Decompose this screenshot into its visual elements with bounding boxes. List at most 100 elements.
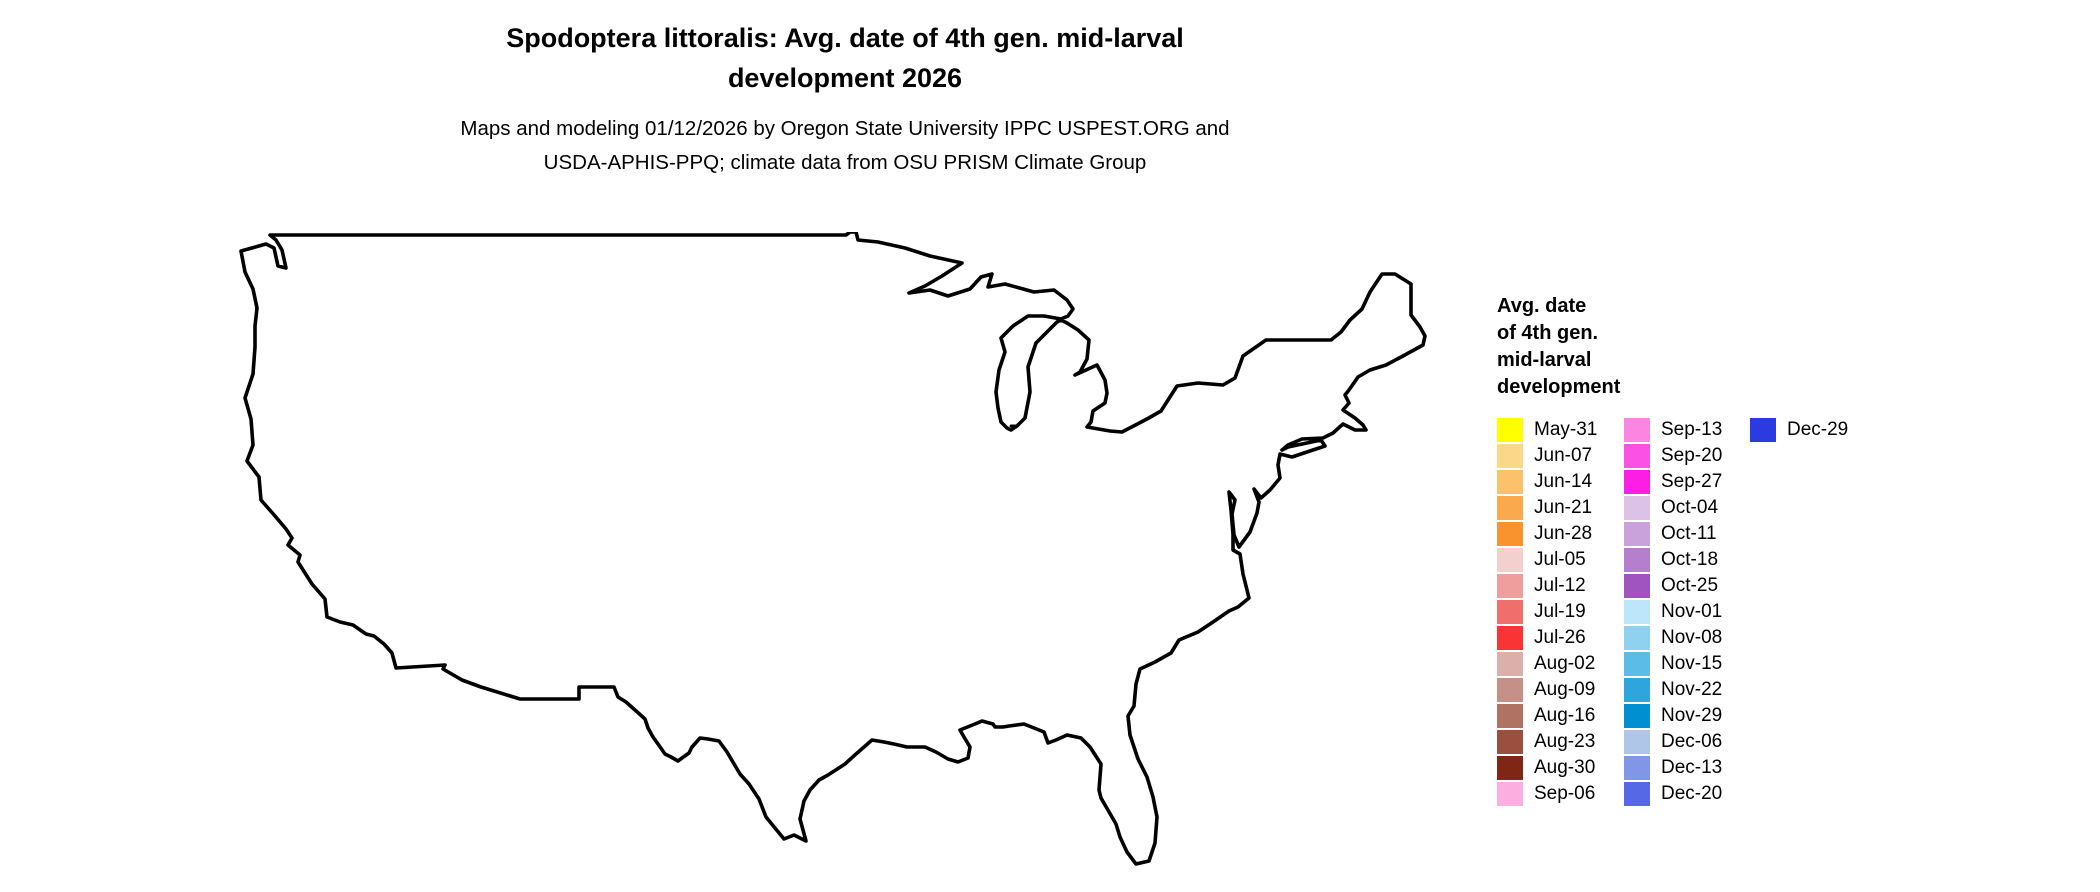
- conus-outline: [239, 230, 1427, 866]
- legend-item: Oct-25: [1624, 573, 1722, 599]
- legend-label: Nov-15: [1661, 653, 1723, 674]
- legend-item: Aug-09: [1497, 677, 1597, 703]
- legend-label: Sep-27: [1661, 471, 1723, 492]
- legend-label: Nov-01: [1661, 601, 1723, 622]
- legend-item: Nov-22: [1624, 677, 1722, 703]
- legend-label: Sep-13: [1661, 419, 1723, 440]
- legend-swatch: [1624, 600, 1650, 624]
- legend-item: Nov-29: [1624, 703, 1722, 729]
- legend-label: Aug-16: [1534, 705, 1596, 726]
- us-map-container: [230, 230, 1480, 892]
- legend-column-2: Sep-13 Sep-20 Sep-27 Oct-04 Oct-11 Oct-18 Oct-…: [1624, 417, 1722, 807]
- legend-label: May-31: [1534, 419, 1598, 440]
- legend-swatch: [1497, 782, 1523, 806]
- legend-item: Aug-23: [1497, 729, 1597, 755]
- legend-item: Jun-07: [1497, 443, 1597, 469]
- legend-item: Jul-12: [1497, 573, 1597, 599]
- legend-label: Aug-02: [1534, 653, 1596, 674]
- legend-swatch: [1497, 678, 1523, 702]
- legend-item: Jul-05: [1497, 547, 1597, 573]
- legend-item: Oct-04: [1624, 495, 1722, 521]
- legend-item: Jul-26: [1497, 625, 1597, 651]
- legend-swatch: [1497, 470, 1523, 494]
- legend-label: Jun-14: [1534, 471, 1593, 492]
- legend-swatch: [1497, 496, 1523, 520]
- legend-label: Sep-06: [1534, 783, 1596, 804]
- legend-column-1: May-31 Jun-07 Jun-14 Jun-21 Jun-28 Jul-05 Jul-…: [1497, 417, 1597, 807]
- legend-item: Sep-13: [1624, 417, 1722, 443]
- legend-swatch: [1624, 548, 1650, 572]
- legend-label: Oct-04: [1661, 497, 1719, 518]
- legend-item: Dec-06: [1624, 729, 1722, 755]
- legend-label: Jul-12: [1534, 575, 1586, 596]
- legend-title-line4: development: [1497, 376, 1621, 398]
- legend-item: Jun-21: [1497, 495, 1597, 521]
- legend-label: Aug-09: [1534, 679, 1596, 700]
- legend-swatch: [1497, 600, 1523, 624]
- legend-item: Jul-19: [1497, 599, 1597, 625]
- us-map: [239, 230, 1427, 874]
- legend-swatch: [1497, 704, 1523, 728]
- legend-swatch: [1497, 418, 1523, 442]
- map-header: Spodoptera littoralis: Avg. date of 4th …: [180, 18, 1510, 180]
- legend-title: Avg. date of 4th gen. mid-larval develop…: [1497, 293, 1917, 401]
- legend-item: Oct-18: [1624, 547, 1722, 573]
- legend-swatch: [1624, 782, 1650, 806]
- legend-label: Aug-30: [1534, 757, 1596, 778]
- legend-label: Sep-20: [1661, 445, 1723, 466]
- legend-item: Sep-06: [1497, 781, 1597, 807]
- legend-swatch: [1497, 444, 1523, 468]
- legend-swatch: [1624, 574, 1650, 598]
- legend-swatch: [1497, 756, 1523, 780]
- florida-keys: [1117, 866, 1156, 874]
- legend-item: Jun-14: [1497, 469, 1597, 495]
- legend-label: Dec-13: [1661, 757, 1723, 778]
- legend-swatch: [1624, 730, 1650, 754]
- legend-columns: May-31 Jun-07 Jun-14 Jun-21 Jun-28 Jul-05 Jul-…: [1497, 417, 1917, 817]
- legend-item: Aug-16: [1497, 703, 1597, 729]
- legend-title-line1: Avg. date: [1497, 295, 1587, 317]
- legend-item: Sep-20: [1624, 443, 1722, 469]
- page-title: Spodoptera littoralis: Avg. date of 4th …: [180, 18, 1510, 98]
- legend-label: Oct-18: [1661, 549, 1719, 570]
- legend-item: Nov-08: [1624, 625, 1722, 651]
- legend-item: Nov-01: [1624, 599, 1722, 625]
- legend-label: Dec-06: [1661, 731, 1723, 752]
- legend-swatch: [1497, 652, 1523, 676]
- legend-swatch: [1497, 730, 1523, 754]
- legend-item: Sep-27: [1624, 469, 1722, 495]
- legend-item: Aug-30: [1497, 755, 1597, 781]
- legend-item: Dec-20: [1624, 781, 1722, 807]
- legend-label: Oct-11: [1661, 523, 1717, 544]
- legend-label: Jul-19: [1534, 601, 1586, 622]
- legend-swatch: [1624, 444, 1650, 468]
- legend-label: Jul-05: [1534, 549, 1586, 570]
- legend-label: Nov-29: [1661, 705, 1723, 726]
- legend-item: Nov-15: [1624, 651, 1722, 677]
- page-subtitle-line2: USDA-APHIS-PPQ; climate data from OSU PR…: [543, 151, 1147, 174]
- legend-item: May-31: [1497, 417, 1597, 443]
- legend-swatch: [1624, 496, 1650, 520]
- legend-swatch: [1624, 522, 1650, 546]
- legend-column-3: Dec-29: [1750, 417, 1848, 443]
- page-subtitle: Maps and modeling 01/12/2026 by Oregon S…: [180, 112, 1510, 180]
- legend-swatch: [1497, 626, 1523, 650]
- page-subtitle-line1: Maps and modeling 01/12/2026 by Oregon S…: [460, 117, 1230, 140]
- legend-label: Jun-28: [1534, 523, 1593, 544]
- legend-item: Dec-29: [1750, 417, 1848, 443]
- legend-swatch: [1624, 678, 1650, 702]
- legend-swatch: [1624, 626, 1650, 650]
- legend-label: Jun-21: [1534, 497, 1593, 518]
- legend-swatch: [1624, 652, 1650, 676]
- legend-label: Oct-25: [1661, 575, 1719, 596]
- legend-item: Jun-28: [1497, 521, 1597, 547]
- legend-label: Jun-07: [1534, 445, 1593, 466]
- legend-swatch: [1624, 756, 1650, 780]
- legend-label: Dec-29: [1787, 419, 1849, 440]
- legend-swatch: [1497, 548, 1523, 572]
- legend-item: Dec-13: [1624, 755, 1722, 781]
- legend-label: Dec-20: [1661, 783, 1723, 804]
- legend-item: Aug-02: [1497, 651, 1597, 677]
- legend-label: Jul-26: [1534, 627, 1586, 648]
